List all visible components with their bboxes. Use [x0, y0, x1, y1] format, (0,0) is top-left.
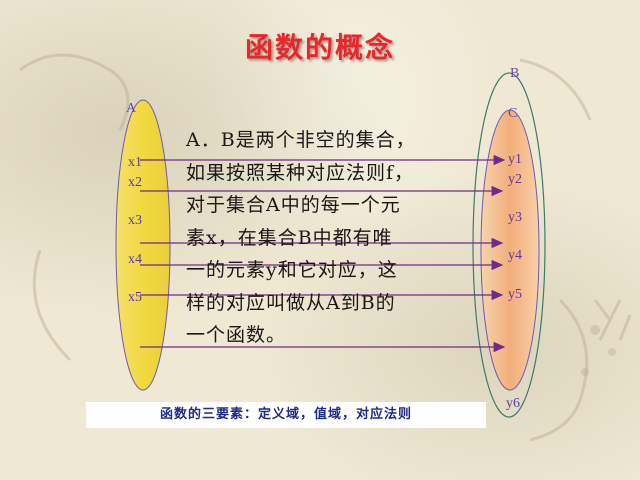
definition-line: 素x，在集合B中都有唯 [186, 226, 393, 249]
x-item-4: x4 [128, 252, 142, 267]
brush-stroke-2 [32, 249, 72, 362]
definition-line: 如果按照某种对应法则f， [186, 161, 415, 184]
set-c-ellipse [480, 109, 540, 391]
y-item-5: y5 [508, 287, 522, 302]
definition-line: 一的元素y和它对应，这 [186, 259, 398, 281]
three-elements-footer: 函数的三要素：定义域，值域，对应法则 [86, 402, 486, 428]
x-item-3: x3 [128, 213, 142, 228]
set-a-label: A [126, 101, 137, 116]
definition-line: 一个函数。 [186, 324, 287, 346]
brush-stroke-1 [19, 53, 130, 131]
set-a-ellipse [115, 99, 171, 391]
definition-text: A．B是两个非空的集合， 如果按照某种对应法则f， 对于集合A中的每一个元 素x… [186, 124, 476, 352]
set-b-label: B [510, 66, 520, 81]
definition-line: 对于集合A中的每一个元 [186, 194, 401, 216]
set-b-ellipse [472, 72, 546, 418]
y-item-1: y1 [508, 152, 522, 167]
brush-stroke-3 [529, 298, 589, 442]
y-item-2: y2 [508, 172, 522, 187]
x-item-1: x1 [128, 155, 142, 170]
definition-line: 样的对应叫做从A到B的 [186, 291, 396, 314]
brush-stroke-4 [519, 58, 592, 121]
plum-branch [593, 299, 632, 341]
y-item-3: y3 [508, 210, 522, 225]
page-title: 函数的概念 [244, 31, 395, 64]
set-c-label: C [508, 106, 518, 121]
y-item-6: y6 [506, 396, 520, 411]
x-item-2: x2 [128, 175, 142, 190]
y-item-4: y4 [508, 248, 522, 263]
definition-line: A．B是两个非空的集合， [186, 129, 416, 151]
x-item-5: x5 [128, 290, 142, 305]
